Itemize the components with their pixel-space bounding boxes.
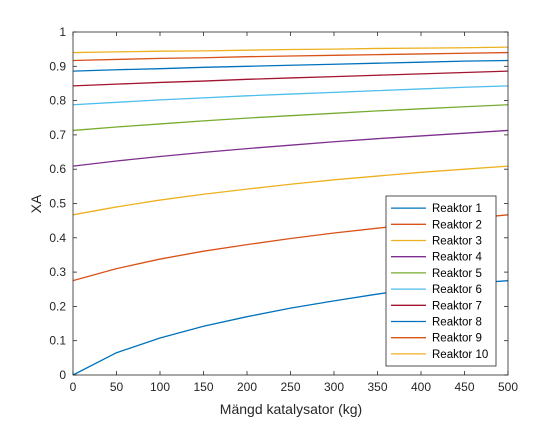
legend-label-1: Reaktor 1 bbox=[432, 203, 482, 215]
y-tick-label: 0.4 bbox=[49, 231, 66, 245]
x-tick-label: 50 bbox=[110, 380, 124, 394]
legend-label-3: Reaktor 3 bbox=[432, 236, 482, 248]
legend-label-6: Reaktor 6 bbox=[432, 284, 482, 296]
x-tick-label: 250 bbox=[280, 380, 300, 394]
legend-label-5: Reaktor 5 bbox=[432, 268, 482, 280]
x-tick-label: 200 bbox=[237, 380, 257, 394]
x-axis-label: Mängd katalysator (kg) bbox=[220, 401, 362, 417]
y-tick-label: 0 bbox=[59, 368, 66, 382]
x-tick-label: 350 bbox=[367, 380, 387, 394]
x-tick-label: 450 bbox=[454, 380, 474, 394]
y-tick-label: 0.9 bbox=[49, 59, 66, 73]
legend-label-2: Reaktor 2 bbox=[432, 219, 482, 231]
y-axis-label: XA bbox=[28, 194, 44, 213]
y-tick-label: 0.7 bbox=[49, 128, 66, 142]
legend-label-8: Reaktor 8 bbox=[432, 317, 482, 329]
legend: Reaktor 1 Reaktor 2 Reaktor 3 Reaktor 4 Reak… bbox=[386, 196, 496, 366]
x-tick-label: 500 bbox=[498, 380, 518, 394]
y-tick-label: 0.2 bbox=[49, 299, 66, 313]
x-tick-label: 0 bbox=[70, 380, 77, 394]
y-tick-label: 1 bbox=[59, 25, 66, 39]
x-tick-label: 300 bbox=[324, 380, 344, 394]
y-tick-label: 0.1 bbox=[49, 334, 66, 348]
y-tick-label: 0.5 bbox=[49, 197, 66, 211]
legend-label-7: Reaktor 7 bbox=[432, 300, 482, 312]
y-tick-label: 0.8 bbox=[49, 94, 66, 108]
y-tick-label: 0.6 bbox=[49, 162, 66, 176]
legend-label-9: Reaktor 9 bbox=[432, 333, 482, 345]
y-tick-label: 0.3 bbox=[49, 265, 66, 279]
x-tick-label: 400 bbox=[411, 380, 431, 394]
legend-label-4: Reaktor 4 bbox=[432, 252, 482, 264]
legend-label-10: Reaktor 10 bbox=[432, 349, 488, 361]
x-tick-label: 150 bbox=[193, 380, 213, 394]
x-tick-label: 100 bbox=[150, 380, 170, 394]
